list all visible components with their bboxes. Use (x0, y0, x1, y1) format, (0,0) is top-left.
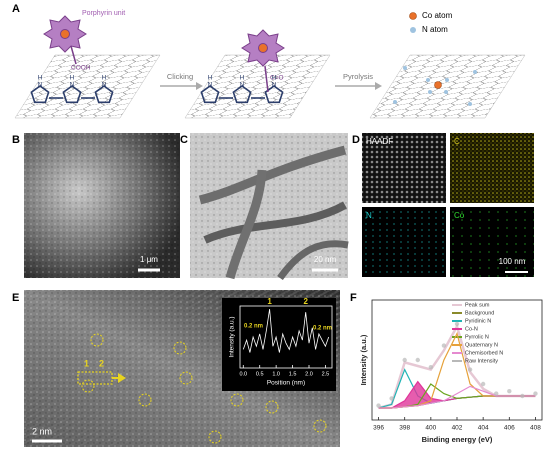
porphyrin (43, 15, 285, 93)
spacing-label: 0.2 nm (313, 326, 332, 332)
peak-label: 2 (303, 297, 308, 306)
raw-point (454, 321, 460, 327)
atom-label: H (208, 75, 213, 82)
pyrrole-chain (30, 85, 284, 104)
spacing-label: 0.2 nm (244, 324, 263, 330)
arrow (160, 82, 382, 90)
plot-frame (239, 305, 333, 369)
raw-point (467, 367, 473, 372)
marker-label: 1 (84, 358, 89, 368)
raw-point (402, 357, 407, 363)
carbonyl-label: C=O (270, 75, 284, 82)
peak-label: 1 (267, 297, 272, 306)
atom-label: N (240, 82, 245, 89)
inset-chart: 0.0 0.5 1.0 1.5 2.0 2.5 Position (nm) Intensity… (229, 297, 333, 387)
x-tick-label: 400 (425, 425, 436, 432)
x-axis-label: Binding energy (eV) (422, 435, 493, 444)
legend-label: Co-N (465, 326, 478, 332)
xps-chart: 396 398 400 402 404 406 408 Binding energy (eV)… (359, 299, 543, 444)
map-label: N (366, 211, 372, 220)
x-tick-label: 408 (530, 425, 541, 432)
haadf-image (24, 290, 340, 447)
scale-label: 20 nm (314, 255, 337, 264)
pyrrole (94, 85, 114, 104)
atom-label: N (272, 82, 277, 89)
atom-label: H (70, 75, 75, 82)
legend-label: Co atom (422, 11, 453, 20)
scale-label: 2 nm (32, 426, 52, 436)
legend-label: Peak sum (465, 302, 490, 308)
raw-point (507, 389, 512, 394)
scale-label: 1 μm (140, 255, 158, 264)
legend-label: N atom (422, 25, 448, 34)
legend-label: Pyridinic N (465, 318, 491, 324)
porphyrin-label: Porphyrin unit (82, 10, 125, 17)
x-tick-label: 396 (373, 425, 384, 432)
raw-point (520, 393, 525, 399)
profile-line (242, 309, 330, 353)
x-tick-label: 402 (452, 425, 463, 432)
raw-point (376, 403, 381, 408)
panel-label: C (180, 134, 188, 146)
map-label: HAADF (366, 137, 393, 146)
raw-point (494, 391, 499, 396)
raw-point (533, 391, 538, 396)
atom-label: H (272, 75, 277, 82)
atom-label: H (102, 75, 107, 82)
atom-label: N (208, 82, 213, 89)
x-tick-label: 2.0 (305, 371, 313, 377)
pyrrole (62, 85, 82, 104)
eds-maps (362, 133, 534, 277)
marker-label: 2 (99, 358, 104, 368)
raw-point (389, 396, 394, 401)
raw-point (415, 357, 420, 363)
panel-label: E (12, 292, 19, 304)
pyrrole (200, 85, 220, 104)
atom-label: H (240, 75, 245, 82)
atom-label: N (38, 82, 43, 89)
tem-image (190, 133, 349, 281)
panel-label: D (352, 134, 360, 146)
atoms (393, 12, 477, 106)
pyrrole (30, 85, 50, 104)
sem-image (24, 133, 180, 278)
x-tick-label: 404 (478, 425, 489, 432)
pyrrole (232, 85, 252, 104)
pyrrole (264, 85, 284, 104)
x-tick-label: 406 (504, 425, 515, 432)
legend-label: Quaternary N (465, 342, 498, 348)
scale-label: 100 nm (499, 257, 526, 266)
panel-label: B (12, 134, 20, 146)
cooh-label: COOH (71, 65, 91, 72)
x-axis-label: Position (nm) (267, 380, 305, 387)
peak-fill (378, 381, 536, 408)
atom-label: N (70, 82, 75, 89)
panel-label: F (350, 292, 357, 304)
x-tick-label: 2.5 (322, 371, 330, 377)
y-axis-label: Intensity (a.u.) (359, 334, 368, 385)
map-label: Co (454, 211, 465, 220)
legend-label: Raw Intensity (465, 358, 498, 364)
y-axis-label: Intensity (a.u.) (229, 316, 236, 357)
atom-label: H (38, 75, 43, 82)
raw-point (428, 365, 434, 370)
legend-label: Chemisorbed N (465, 350, 503, 356)
series-line (378, 385, 536, 409)
atom-label: N (102, 82, 107, 89)
map-label: C (454, 137, 460, 146)
legend-label: Background (465, 310, 494, 316)
x-tick-label: 0.0 (239, 371, 247, 377)
raw-point (441, 343, 447, 348)
sheet (14, 54, 526, 119)
x-tick-label: 1.0 (272, 371, 280, 377)
panel-label: A (12, 3, 20, 15)
step-label: Pyrolysis (343, 72, 373, 81)
legend-label: Pyrrolic N (465, 334, 489, 340)
x-tick-label: 1.5 (289, 371, 297, 377)
raw-point (480, 381, 486, 387)
step-label: Clicking (167, 72, 193, 81)
x-tick-label: 398 (399, 425, 410, 432)
x-tick-label: 0.5 (256, 371, 264, 377)
